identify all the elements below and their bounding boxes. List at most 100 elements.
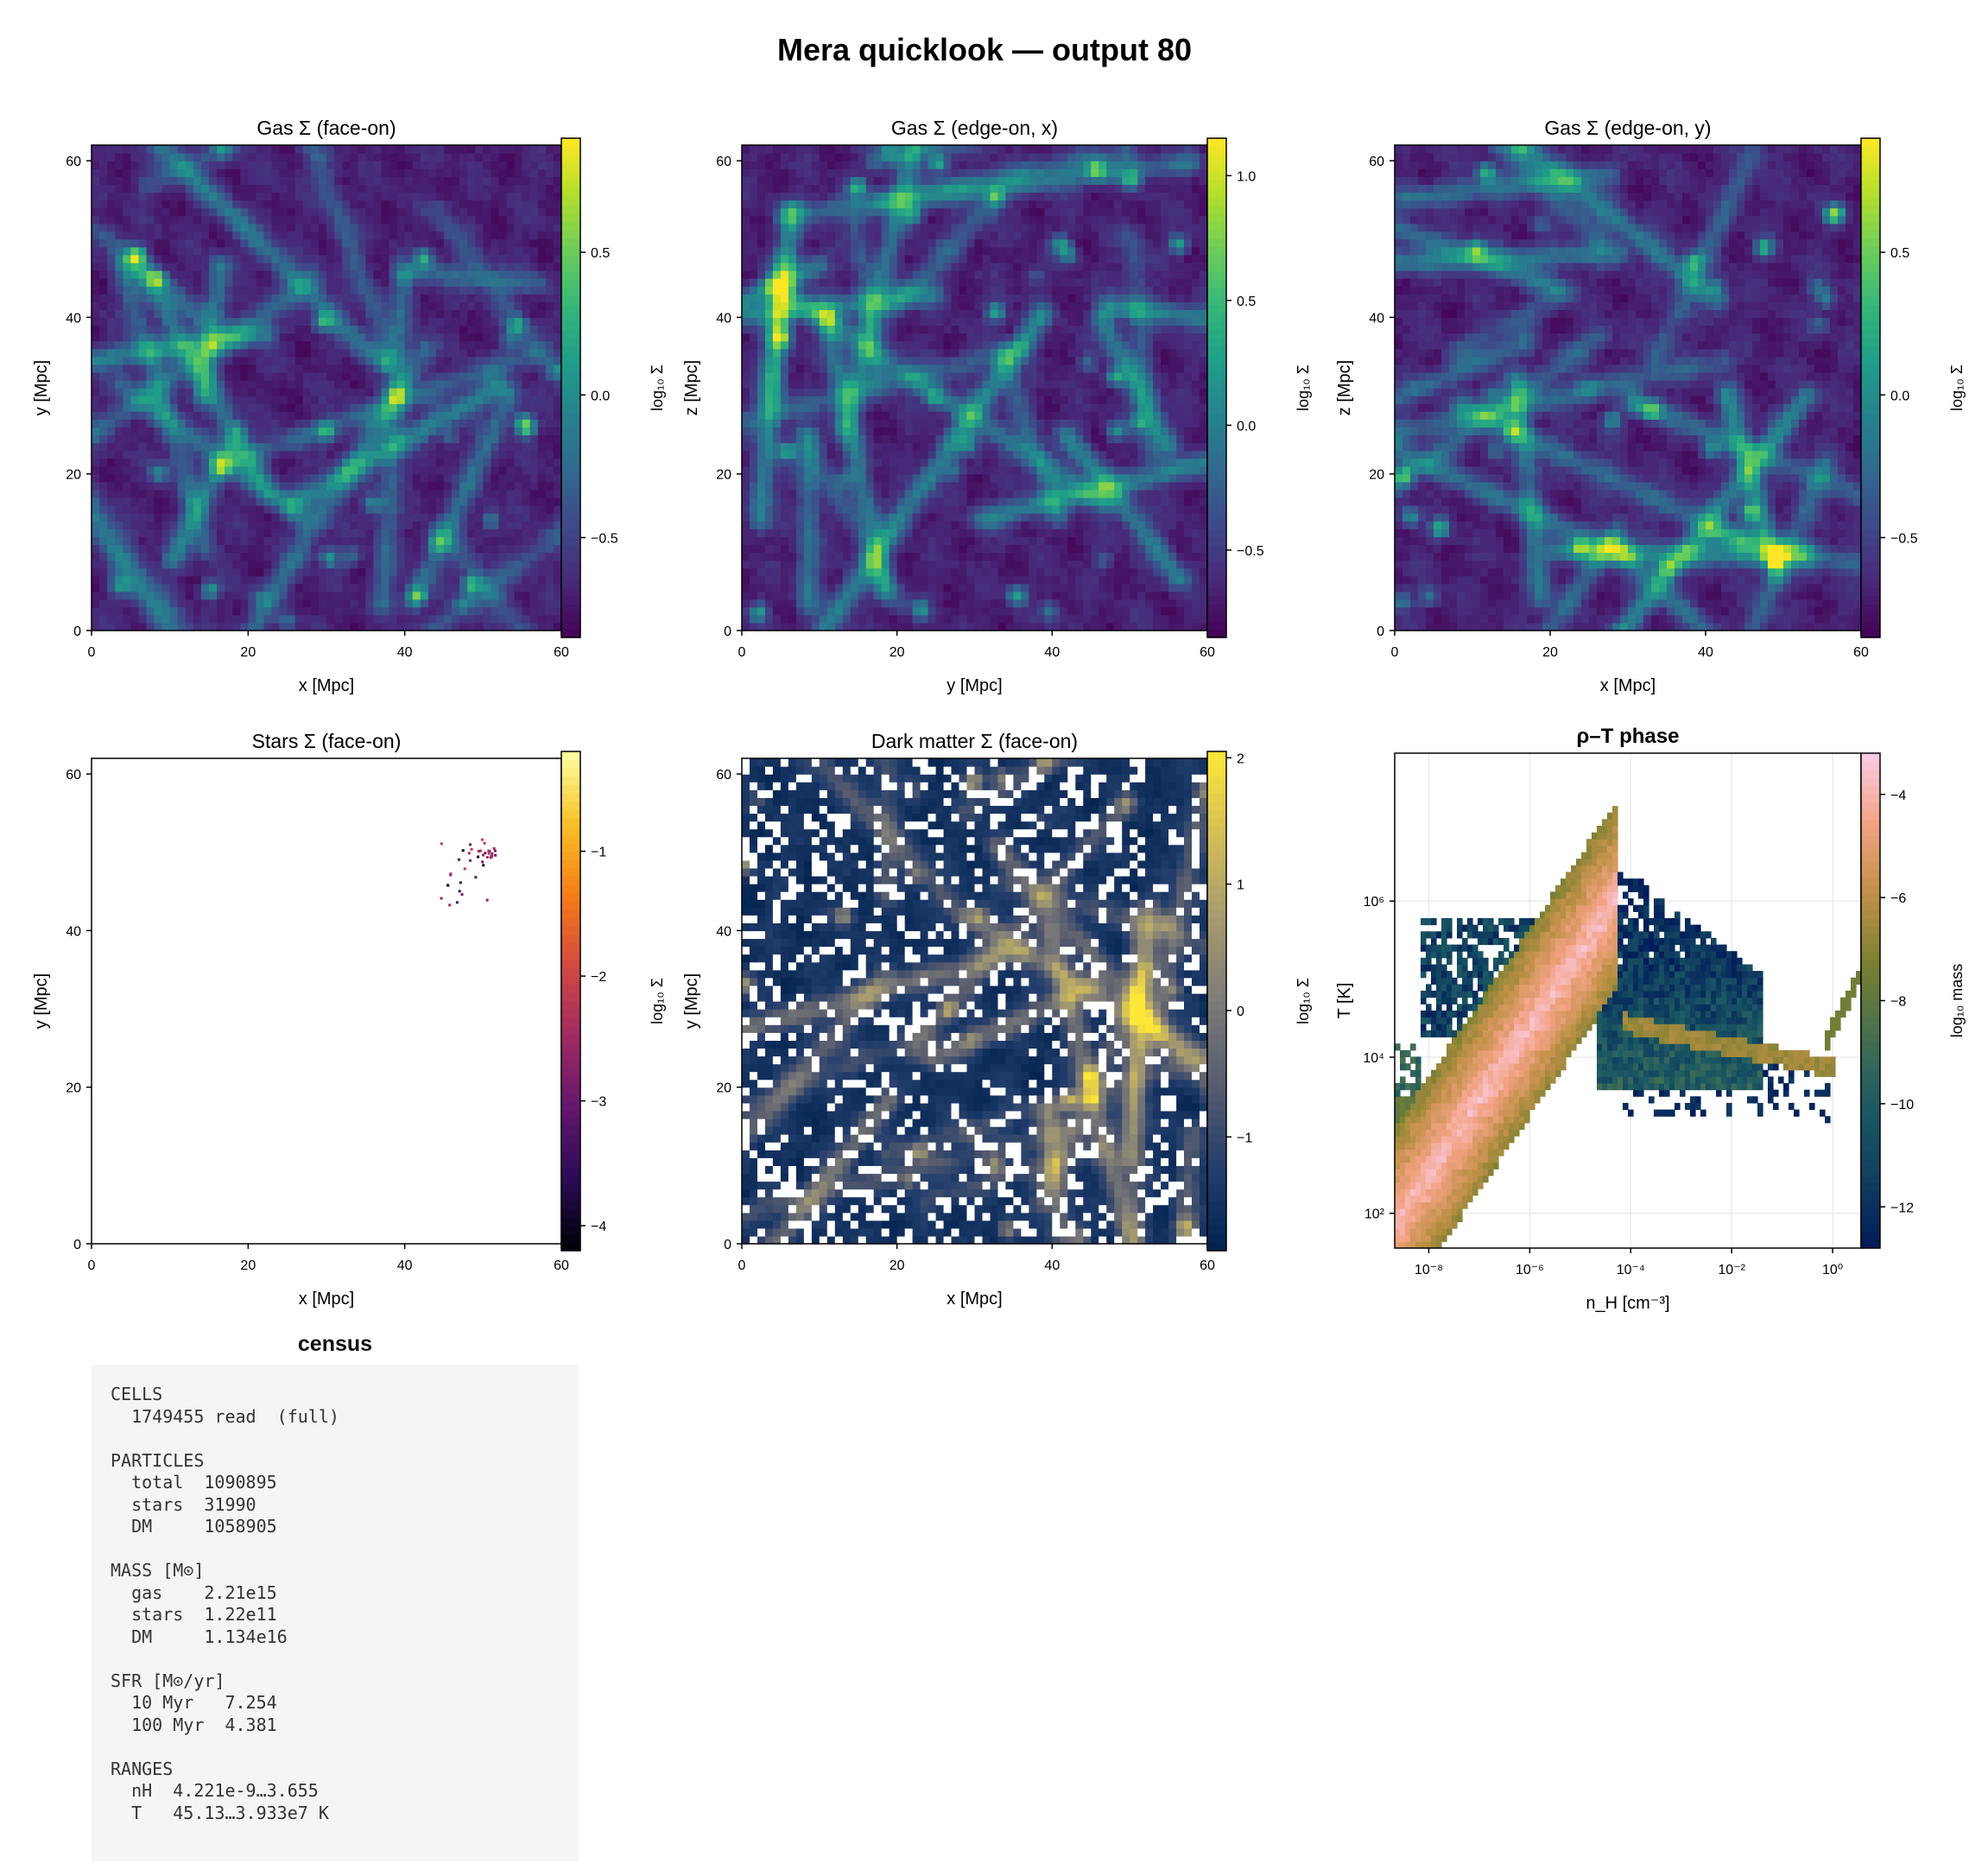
x-axis-label: y [Mpc]: [947, 676, 1002, 695]
y-tick-label: 10²: [1364, 1207, 1385, 1222]
y-tick-label: 40: [66, 924, 81, 939]
colorbar-tick-label: 0.5: [1890, 246, 1909, 261]
x-tick-label: 10⁻⁶: [1516, 1263, 1544, 1277]
census-box: CELLS 1749455 read (full) PARTICLES tota…: [92, 1365, 579, 1861]
y-tick-label: 40: [716, 311, 731, 326]
panel-title: Dark matter Σ (face-on): [871, 730, 1078, 752]
x-tick-label: 20: [240, 645, 256, 660]
colorbar-tick-label: −4: [1890, 789, 1906, 803]
y-tick-label: 0: [1377, 624, 1384, 639]
colorbar-label: log₁₀ Σ: [649, 364, 666, 411]
y-axis-label: y [Mpc]: [32, 360, 51, 415]
x-tick-label: 40: [1044, 645, 1060, 660]
colorbar-stars_face: −4 −3 −2 −1 log₁₀ Σ: [560, 751, 666, 1252]
panel-title: ρ–T phase: [1577, 725, 1680, 748]
panel-stars_face: Stars Σ (face-on) x [Mpc] y [Mpc] 0 20 40 60 0 2…: [32, 730, 666, 1309]
panel-title: Gas Σ (edge-on, x): [891, 117, 1058, 139]
plots-layer: Gas Σ (face-on)x [Mpc]y [Mpc]0 20 40 600204…: [32, 117, 1966, 1313]
y-tick-label: 40: [1369, 311, 1384, 326]
colorbar-tick-label: −4: [591, 1220, 606, 1234]
colorbar-tick-label: 0.0: [1890, 389, 1909, 403]
x-tick-label: 40: [397, 645, 413, 660]
heatmap-gas_edge_y: [1395, 145, 1862, 631]
colorbar-tick-label: −3: [591, 1095, 606, 1110]
x-tick-label: 20: [890, 1258, 905, 1273]
y-axis-label: z [Mpc]: [1335, 360, 1354, 415]
colorbar-tick-label: −0.5: [1890, 531, 1918, 546]
y-axis-label: y [Mpc]: [682, 973, 701, 1029]
x-tick-label: 0: [88, 645, 96, 660]
x-tick-label: 0: [88, 1258, 96, 1273]
y-tick-label: 40: [716, 924, 731, 939]
colorbar-gas_edge_x: −0.5 0.0 0.5 1.0 log₁₀ Σ: [1206, 137, 1312, 638]
y-tick-label: 20: [66, 1081, 81, 1096]
panel-title: Gas Σ (edge-on, y): [1544, 117, 1711, 139]
x-tick-label: 0: [738, 645, 746, 660]
colorbar-label: log₁₀ Σ: [1295, 978, 1312, 1024]
x-tick-label: 60: [554, 645, 569, 660]
y-tick-label: 60: [66, 155, 81, 169]
y-tick-label: 0: [724, 1238, 731, 1252]
colorbar-tick-label: −0.5: [591, 531, 618, 546]
y-tick-label: 40: [66, 311, 81, 326]
y-tick-label: 10⁴: [1363, 1051, 1384, 1066]
y-tick-label: 0: [73, 1238, 81, 1252]
colorbar-gas_face: −0.5 0.0 0.5 log₁₀ Σ: [560, 137, 666, 638]
colorbar-tick-label: 0.0: [1237, 419, 1256, 434]
colorbar-phase: −12 −10 −8 −6 −4 log₁₀ mass: [1860, 752, 1966, 1249]
x-axis-label: x [Mpc]: [1600, 676, 1656, 695]
y-tick-label: 60: [716, 768, 731, 783]
colorbar-tick-label: −10: [1890, 1098, 1914, 1112]
x-axis-label: x [Mpc]: [299, 1290, 354, 1309]
colorbar-tick-label: 0.5: [591, 246, 610, 261]
colorbar-label: log₁₀ Σ: [1295, 364, 1312, 411]
panel-gas_edge_y: Gas Σ (edge-on, y) x [Mpc] z [Mpc] 0 20 40 60 0…: [1335, 117, 1966, 695]
x-tick-label: 60: [554, 1258, 569, 1273]
census-title: census: [297, 1332, 373, 1356]
heatmap-stars_face: [92, 758, 561, 1244]
colorbar-tick-label: −6: [1890, 891, 1906, 906]
y-tick-label: 20: [716, 468, 731, 483]
colorbar-label: log₁₀ mass: [1948, 964, 1966, 1038]
colorbar-label: log₁₀ Σ: [649, 978, 666, 1024]
panel-phase: ρ–T phase n_H [cm⁻³] T [K] 10⁻⁸ 10⁻⁶ 10⁻⁴ 10⁻²…: [1335, 725, 1966, 1313]
heatmap-gas_face: [92, 145, 562, 631]
colorbar-dm_face: −1 0 1 2 log₁₀ Σ: [1206, 751, 1312, 1252]
y-axis-label: y [Mpc]: [32, 973, 51, 1029]
x-tick-label: 60: [1200, 645, 1215, 660]
x-tick-label: 40: [1044, 1258, 1060, 1273]
y-tick-label: 60: [716, 155, 731, 169]
y-axis-label: z [Mpc]: [682, 360, 701, 415]
colorbar-tick-label: 0: [1237, 1005, 1244, 1019]
x-tick-label: 10⁻⁴: [1617, 1263, 1645, 1277]
x-tick-label: 0: [738, 1258, 746, 1273]
x-tick-label: 20: [890, 645, 905, 660]
x-axis-label: x [Mpc]: [299, 676, 354, 695]
y-tick-label: 20: [716, 1081, 731, 1096]
colorbar-tick-label: −0.5: [1237, 544, 1264, 559]
colorbar-tick-label: −12: [1890, 1201, 1914, 1215]
x-tick-label: 0: [1391, 645, 1399, 660]
x-tick-label: 60: [1200, 1258, 1215, 1273]
panel-title: Gas Σ (face-on): [256, 117, 396, 139]
panel-dm_face: Dark matter Σ (face-on)x [Mpc]y [Mpc]0 20…: [682, 730, 1312, 1309]
colorbar-tick-label: 2: [1237, 751, 1244, 766]
colorbar-label: log₁₀ Σ: [1948, 364, 1966, 411]
colorbar-tick-label: 0.5: [1237, 295, 1256, 309]
x-tick-label: 20: [1542, 645, 1558, 660]
x-tick-label: 10⁻²: [1718, 1263, 1745, 1277]
y-tick-label: 10⁶: [1364, 895, 1384, 909]
heatmap-phase: [1395, 753, 1862, 1249]
colorbar-gas_edge_y: −0.5 0.0 0.5 log₁₀ Σ: [1860, 137, 1966, 638]
colorbar-tick-label: 1.0: [1237, 169, 1256, 184]
colorbar-tick-label: 1: [1237, 878, 1244, 893]
colorbar-tick-label: 0.0: [591, 389, 610, 403]
x-tick-label: 40: [1698, 645, 1713, 660]
panel-gas_edge_x: Gas Σ (edge-on, x) y [Mpc] z [Mpc] 0 20 40 60 0…: [682, 117, 1312, 695]
panel-title: Stars Σ (face-on): [252, 730, 402, 752]
x-tick-label: 60: [1853, 645, 1869, 660]
y-tick-label: 20: [66, 468, 81, 483]
figure-title: Mera quicklook — output 80: [777, 32, 1192, 67]
panel-gas_face: Gas Σ (face-on) x [Mpc] y [Mpc] 0 20 40 60 0 20 4…: [32, 117, 666, 695]
